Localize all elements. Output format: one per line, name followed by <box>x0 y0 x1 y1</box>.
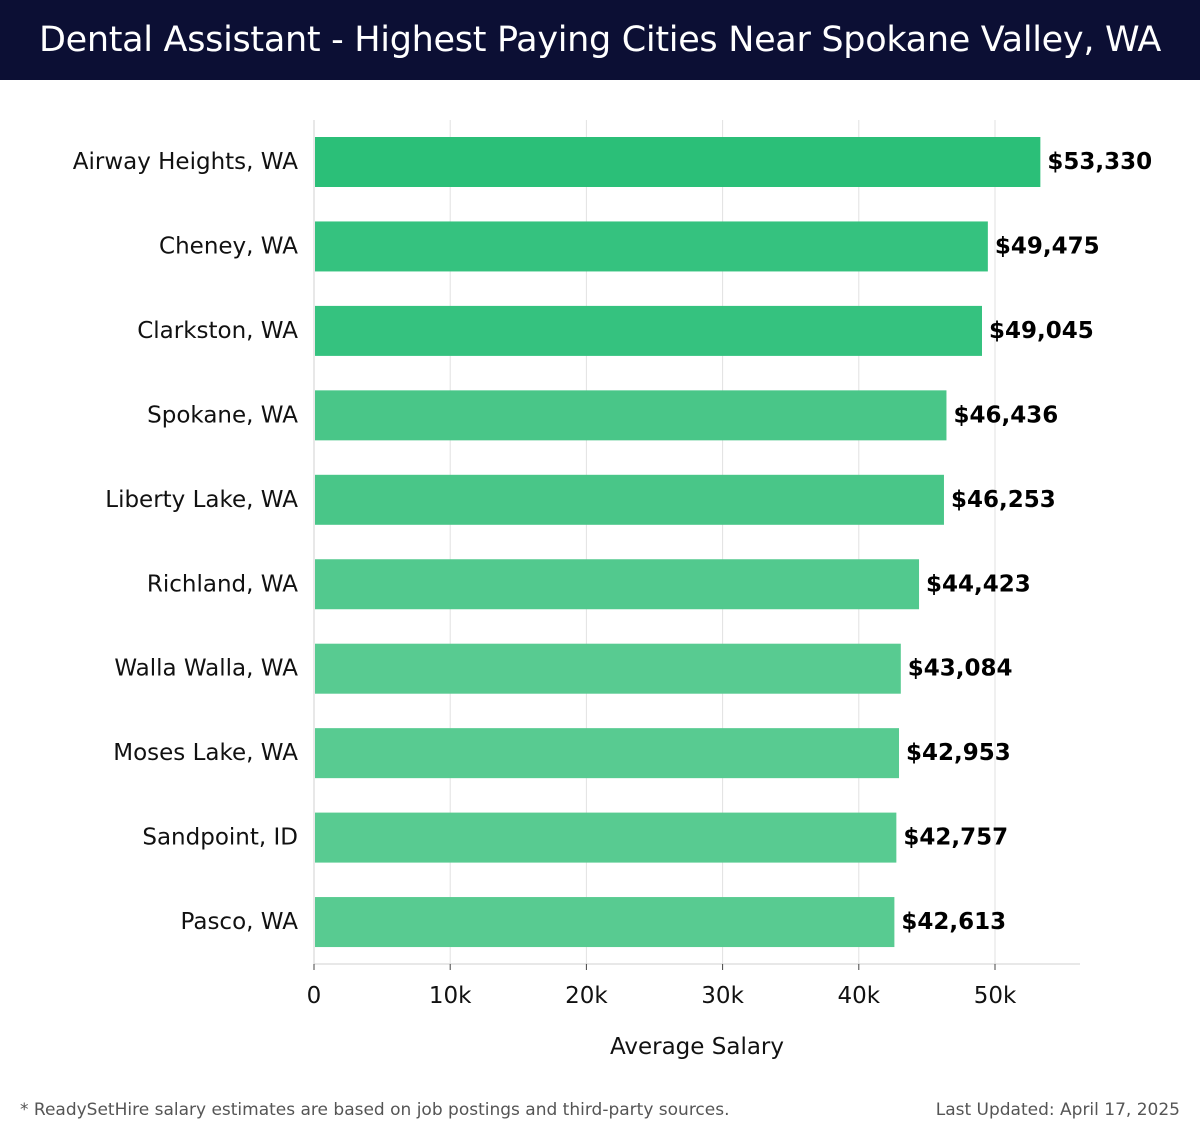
category-label: Moses Lake, WA <box>113 740 298 766</box>
category-label: Cheney, WA <box>159 233 298 259</box>
bar <box>315 474 944 525</box>
category-label: Walla Walla, WA <box>114 656 298 682</box>
bar <box>315 812 897 863</box>
value-label: $49,045 <box>989 318 1094 344</box>
chart-header: Dental Assistant - Highest Paying Cities… <box>0 0 1200 80</box>
bar <box>315 559 920 610</box>
bar <box>315 221 988 272</box>
x-axis-title: Average Salary <box>610 1034 784 1060</box>
category-label: Richland, WA <box>147 571 298 597</box>
bar <box>315 643 901 694</box>
value-label: $46,253 <box>951 487 1056 513</box>
value-label: $49,475 <box>995 233 1100 259</box>
x-tick-label: 50k <box>974 983 1017 1009</box>
category-label: Pasco, WA <box>181 909 299 935</box>
value-label: $46,436 <box>953 402 1058 428</box>
bar <box>315 305 982 356</box>
bar <box>315 728 900 779</box>
value-label: $42,613 <box>901 909 1006 935</box>
value-label: $42,953 <box>906 740 1011 766</box>
x-tick-label: 20k <box>565 983 608 1009</box>
category-label: Clarkston, WA <box>137 318 298 344</box>
category-label: Liberty Lake, WA <box>105 487 298 513</box>
x-tick-label: 10k <box>429 983 472 1009</box>
value-label: $42,757 <box>903 825 1008 851</box>
category-label: Airway Heights, WA <box>73 149 299 175</box>
bar <box>315 137 1041 187</box>
value-label: $53,330 <box>1047 149 1152 175</box>
x-tick-label: 0 <box>307 983 322 1009</box>
x-tick-label: 40k <box>838 983 881 1009</box>
bar <box>315 390 947 441</box>
x-tick-label: 30k <box>701 983 744 1009</box>
category-label: Sandpoint, ID <box>142 825 298 851</box>
value-label: $43,084 <box>908 656 1013 682</box>
last-updated: Last Updated: April 17, 2025 <box>935 1100 1180 1120</box>
chart-title: Dental Assistant - Highest Paying Cities… <box>38 20 1162 60</box>
category-label: Spokane, WA <box>147 402 298 428</box>
footnote: * ReadySetHire salary estimates are base… <box>20 1100 730 1120</box>
bar <box>315 897 895 948</box>
value-label: $44,423 <box>926 571 1031 597</box>
